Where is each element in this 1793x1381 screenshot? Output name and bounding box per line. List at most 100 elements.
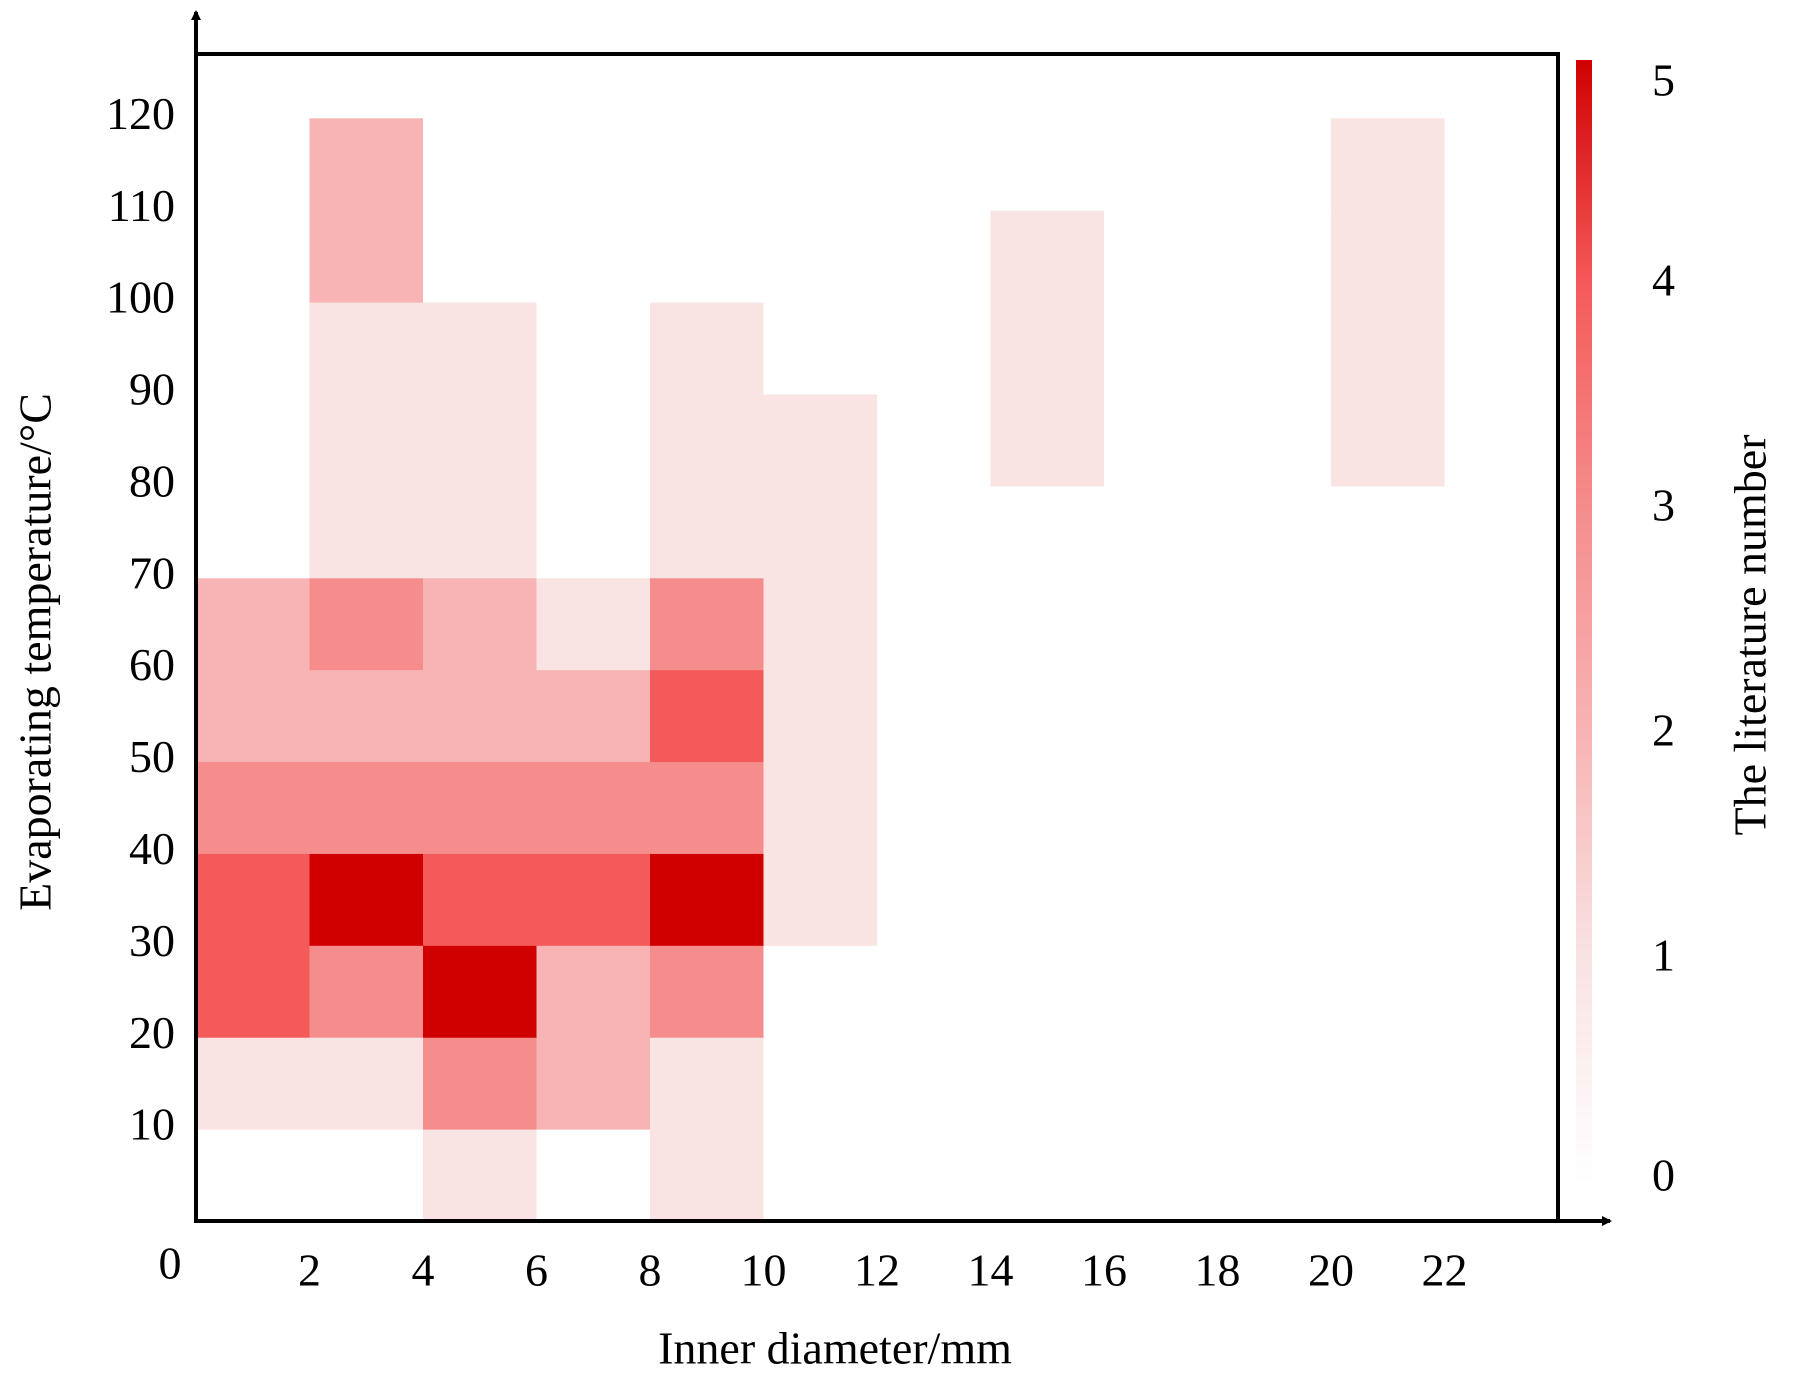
heatmap-cell xyxy=(1104,1129,1218,1222)
colorbar-tick-label: 4 xyxy=(1652,255,1675,306)
heatmap-cell xyxy=(763,118,878,211)
heatmap-cell xyxy=(196,761,310,854)
heatmap-cell xyxy=(650,1129,764,1222)
heatmap-cell xyxy=(1104,210,1218,303)
heatmap-cell xyxy=(1444,761,1559,854)
heatmap-cell xyxy=(990,853,1105,946)
heatmap-cell xyxy=(650,302,764,395)
heatmap-cell xyxy=(423,1129,537,1222)
heatmap-cell xyxy=(423,669,537,763)
x-tick-label: 0 xyxy=(159,1238,182,1289)
heatmap-cell xyxy=(196,669,310,763)
heatmap-cell xyxy=(763,302,878,395)
heatmap-cell xyxy=(309,393,424,487)
heatmap-cell xyxy=(1104,945,1218,1038)
heatmap-cell xyxy=(1217,302,1332,395)
heatmap-cell xyxy=(536,485,651,579)
x-tick-label: 22 xyxy=(1422,1245,1468,1296)
heatmap-cell xyxy=(1217,1129,1332,1222)
colorbar-tick-label: 0 xyxy=(1652,1150,1675,1201)
heatmap-cell xyxy=(536,853,651,946)
y-tick-label: 70 xyxy=(129,547,175,598)
heatmap-cell xyxy=(1217,669,1332,763)
heatmap-cell xyxy=(423,485,537,579)
heatmap-cell xyxy=(877,1037,991,1130)
heatmap-cell xyxy=(990,1129,1105,1222)
heatmap-cell xyxy=(990,945,1105,1038)
y-tick-label: 100 xyxy=(106,272,175,323)
heatmap-cell xyxy=(650,669,764,763)
y-tick-label: 120 xyxy=(106,88,175,139)
y-axis-label: Evaporating temperature/°C xyxy=(10,393,61,911)
heatmap-cell xyxy=(763,485,878,579)
heatmap-cell xyxy=(309,853,424,946)
heatmap-cell xyxy=(1444,1037,1559,1130)
heatmap-cell xyxy=(877,118,991,211)
y-tick-label: 80 xyxy=(129,455,175,506)
heatmap-cell xyxy=(1217,118,1332,211)
heatmap-cell xyxy=(650,485,764,579)
heatmap-cell xyxy=(990,577,1105,671)
heatmap-cell xyxy=(196,210,310,303)
heatmap-cell xyxy=(423,1037,537,1130)
heatmap-cell xyxy=(196,577,310,671)
heatmap-cell xyxy=(1217,1037,1332,1130)
heatmap-cell xyxy=(309,577,424,671)
heatmap-cell xyxy=(1444,853,1559,946)
heatmap-cell xyxy=(990,393,1105,487)
heatmap-cell xyxy=(1104,761,1218,854)
heatmap-cell xyxy=(990,210,1105,303)
colorbar-tick-label: 3 xyxy=(1652,480,1675,531)
heatmap-cell xyxy=(423,210,537,303)
x-axis-label: Inner diameter/mm xyxy=(658,1323,1012,1374)
heatmap-cell xyxy=(1104,485,1218,579)
heatmap-cell xyxy=(650,853,764,946)
heatmap-cell xyxy=(536,1129,651,1222)
heatmap-cell xyxy=(877,853,991,946)
heatmap-cell xyxy=(1331,577,1445,671)
heatmap-cell xyxy=(309,669,424,763)
colorbar xyxy=(1576,60,1592,1185)
x-tick-label: 4 xyxy=(412,1245,435,1296)
heatmap-cell xyxy=(196,945,310,1038)
heatmap-cell xyxy=(536,393,651,487)
y-tick-label: 30 xyxy=(129,915,175,966)
colorbar-tick-label: 5 xyxy=(1652,55,1675,106)
heatmap-cell xyxy=(990,1037,1105,1130)
colorbar-label: The literature number xyxy=(1725,434,1776,835)
heatmap-cell xyxy=(650,945,764,1038)
heatmap-cell xyxy=(536,761,651,854)
heatmap-cell xyxy=(423,945,537,1038)
heatmap-cell xyxy=(536,302,651,395)
heatmap-cell xyxy=(1444,485,1559,579)
heatmap-cell xyxy=(877,1129,991,1222)
heatmap-cell xyxy=(763,210,878,303)
heatmap-cell xyxy=(763,1037,878,1130)
heatmap-cell xyxy=(877,669,991,763)
heatmap-cell xyxy=(650,118,764,211)
heatmap-cell xyxy=(1217,577,1332,671)
heatmap-cell xyxy=(1331,210,1445,303)
heatmap-cell xyxy=(650,1037,764,1130)
x-tick-label: 12 xyxy=(854,1245,900,1296)
heatmap-cell xyxy=(196,393,310,487)
heatmap-cell xyxy=(196,1129,310,1222)
heatmap-cell xyxy=(1104,118,1218,211)
heatmap-cell xyxy=(1444,1129,1559,1222)
heatmap-cell xyxy=(763,853,878,946)
heatmap-cell xyxy=(1444,669,1559,763)
y-tick-label: 90 xyxy=(129,364,175,415)
heatmap-cell xyxy=(877,210,991,303)
heatmap-cell xyxy=(423,761,537,854)
heatmap-cell xyxy=(309,302,424,395)
heatmap-cell xyxy=(1217,210,1332,303)
colorbar-tick-label: 2 xyxy=(1652,705,1675,756)
heatmap-cell xyxy=(877,393,991,487)
colorbar-tick-label: 1 xyxy=(1652,930,1675,981)
heatmap-cell xyxy=(309,485,424,579)
x-tick-label: 8 xyxy=(639,1245,662,1296)
heatmap-cell xyxy=(1104,853,1218,946)
heatmap-cell xyxy=(763,577,878,671)
heatmap-cell xyxy=(1444,393,1559,487)
